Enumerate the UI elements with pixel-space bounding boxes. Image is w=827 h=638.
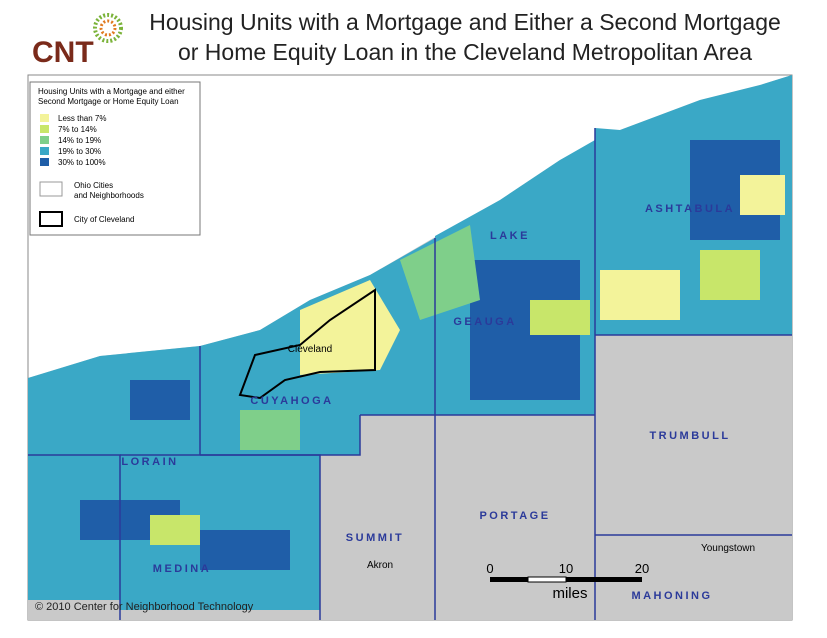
legend-label: 14% to 19% [58, 136, 101, 145]
map [27, 74, 793, 621]
logo-text: CNT [32, 36, 94, 69]
county-label: LORAIN [121, 456, 178, 468]
title-line: or Home Equity Loan in the Cleveland Met… [178, 39, 752, 65]
legend-outline-label: Ohio Cities [74, 181, 113, 190]
county-label: LAKE [490, 230, 530, 242]
legend: Housing Units with a Mortgage and either… [29, 81, 201, 236]
legend-label: 30% to 100% [58, 158, 106, 167]
city-label: Akron [367, 560, 393, 571]
scale-tick: 0 [486, 561, 493, 576]
county-label: TRUMBULL [649, 430, 730, 442]
legend-swatch [40, 114, 49, 122]
legend-swatch [40, 136, 49, 144]
legend-title: Second Mortgage or Home Equity Loan [38, 97, 179, 106]
county-label: GEAUGA [453, 316, 516, 328]
county-label: SUMMIT [346, 532, 404, 544]
scale-bar: 0 10 20 miles [486, 561, 649, 602]
legend-swatch [40, 158, 49, 166]
county-label: MAHONING [631, 590, 712, 602]
scale-tick: 20 [635, 561, 649, 576]
copyright: © 2010 Center for Neighborhood Technolog… [35, 601, 254, 613]
scale-unit: miles [552, 585, 587, 602]
legend-outline-label: and Neighborhoods [74, 191, 144, 200]
county-label: MEDINA [153, 563, 211, 575]
legend-swatch [40, 147, 49, 155]
legend-title: Housing Units with a Mortgage and either [38, 87, 185, 96]
scale-tick: 10 [559, 561, 573, 576]
legend-label: 19% to 30% [58, 147, 101, 156]
county-label: CUYAHOGA [250, 395, 333, 407]
title-line: Housing Units with a Mortgage and Either… [149, 9, 781, 35]
legend-swatch [40, 125, 49, 133]
county-label: ASHTABULA [645, 203, 735, 215]
city-label: Cleveland [288, 344, 332, 355]
legend-label: 7% to 14% [58, 125, 97, 134]
legend-label: Less than 7% [58, 114, 106, 123]
city-label: Youngstown [701, 543, 755, 554]
logo: CNT [32, 13, 123, 69]
legend-outline-label: City of Cleveland [74, 215, 134, 224]
county-label: PORTAGE [479, 510, 550, 522]
